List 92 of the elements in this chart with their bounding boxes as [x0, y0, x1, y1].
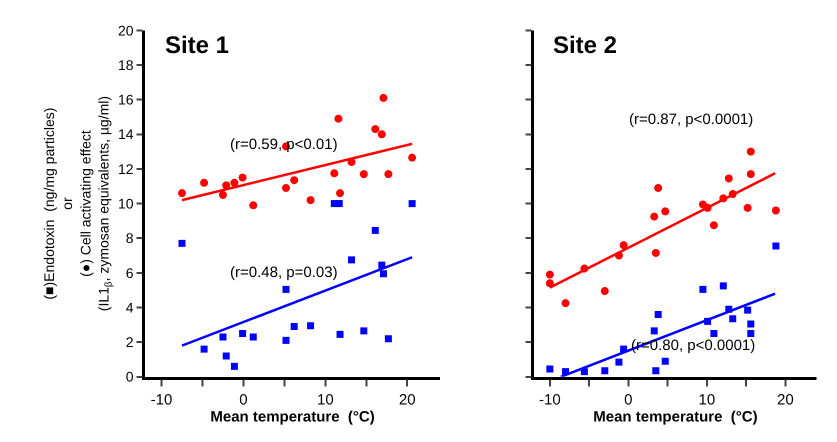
- point: [282, 184, 290, 192]
- point: [178, 240, 186, 247]
- point: [307, 322, 314, 330]
- point: [562, 299, 570, 308]
- y-tick-label: 14: [118, 126, 134, 142]
- point: [546, 366, 554, 372]
- point: [601, 367, 608, 374]
- point: [178, 189, 186, 198]
- point: [360, 170, 368, 178]
- point: [380, 270, 387, 278]
- point: [250, 333, 257, 340]
- point: [650, 327, 658, 334]
- point: [772, 242, 780, 250]
- x-tick-label: 10: [316, 392, 334, 409]
- point: [710, 330, 718, 337]
- point: [282, 336, 290, 344]
- point: [661, 207, 670, 216]
- point: [620, 241, 628, 250]
- point: [650, 212, 658, 221]
- chart-title: Site 1: [165, 32, 230, 59]
- point: [699, 286, 706, 293]
- point: [200, 346, 208, 353]
- point: [746, 170, 755, 178]
- point: [710, 221, 718, 230]
- point: [290, 323, 298, 330]
- chart-title: Site 2: [553, 32, 618, 59]
- point: [336, 189, 344, 198]
- point: [600, 287, 609, 296]
- y-tick-label: 20: [118, 22, 134, 38]
- point: [348, 256, 356, 264]
- x-tick-label: 20: [398, 392, 416, 409]
- point: [744, 204, 752, 212]
- point: [747, 320, 754, 328]
- point: [230, 362, 238, 370]
- point: [249, 201, 258, 210]
- point: [239, 330, 246, 337]
- point: [372, 226, 379, 234]
- x-tick-label: -10: [539, 392, 561, 409]
- point: [729, 315, 736, 322]
- point: [336, 200, 343, 208]
- point: [219, 333, 226, 340]
- x-axis-title: Mean temperature (°C): [593, 408, 758, 426]
- y-tick-label: 8: [126, 230, 134, 246]
- y-tick-label: 18: [118, 56, 134, 73]
- point: [746, 148, 755, 156]
- y-tick-label: 2: [126, 334, 134, 350]
- point: [408, 200, 416, 208]
- point: [747, 330, 754, 337]
- point: [654, 310, 662, 318]
- annotation: (r=0.48, p=0.03): [230, 264, 338, 281]
- x-tick-label: 0: [239, 392, 248, 409]
- x-axis-title: Mean temperature (°C): [210, 408, 375, 426]
- point: [724, 174, 733, 182]
- y-tick-label: 4: [126, 299, 134, 316]
- annotation: (r=0.87, p<0.0001): [629, 111, 754, 128]
- point: [384, 170, 392, 178]
- point: [772, 206, 780, 214]
- point: [720, 282, 727, 290]
- point: [371, 125, 380, 134]
- point: [654, 184, 662, 192]
- y-tick-label: 6: [126, 264, 134, 281]
- point: [546, 270, 554, 279]
- point: [378, 130, 386, 138]
- x-tick-label: -10: [150, 392, 172, 409]
- point: [306, 196, 315, 204]
- point: [652, 367, 660, 374]
- point: [230, 178, 238, 187]
- x-tick-label: 20: [776, 392, 794, 409]
- point: [330, 169, 338, 178]
- point: [290, 176, 298, 184]
- point: [334, 114, 342, 123]
- point: [200, 178, 208, 187]
- y-tick-label: 12: [118, 160, 134, 177]
- point: [282, 286, 290, 293]
- point: [662, 358, 669, 365]
- point: [218, 190, 227, 199]
- x-tick-label: 0: [624, 392, 633, 409]
- y-tick-label: 10: [118, 195, 134, 212]
- y-tick-label: 16: [118, 92, 134, 108]
- point: [744, 306, 752, 314]
- point: [615, 358, 622, 366]
- point: [652, 248, 660, 257]
- point: [384, 335, 392, 342]
- point: [360, 327, 368, 334]
- point: [408, 154, 416, 162]
- annotation: (r=0.59, p<0.01): [230, 136, 338, 153]
- point: [222, 352, 230, 360]
- point: [336, 330, 344, 338]
- point: [379, 94, 388, 102]
- x-tick-label: 10: [698, 392, 716, 409]
- point: [238, 174, 247, 182]
- y-tick-label: 0: [126, 368, 134, 385]
